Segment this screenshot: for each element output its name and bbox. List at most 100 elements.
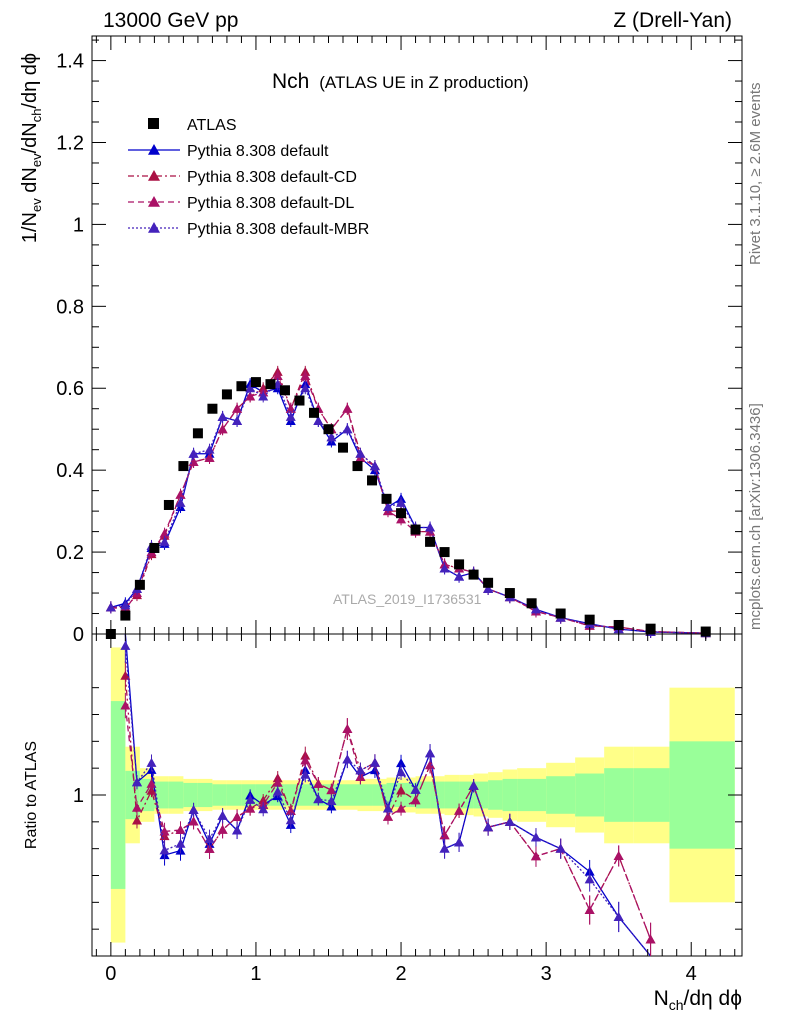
ratio-point-dotted: [232, 825, 243, 835]
ratio-panel: 1: [73, 633, 743, 957]
y-tick-label: 1: [73, 214, 84, 236]
ratio-point-dotted: [131, 777, 142, 787]
data-point: [454, 559, 465, 570]
data-point: [338, 442, 349, 453]
data-point: [207, 403, 218, 414]
ratio-point-dashed: [272, 777, 283, 787]
ratio-point-dotted: [204, 833, 215, 843]
x-tick-label: 4: [686, 963, 697, 985]
ratio-point-dashed: [382, 811, 393, 821]
ratio-point-dotted: [159, 845, 170, 855]
ratio-point-dotted: [584, 874, 595, 884]
ratio-point-solid: [396, 758, 407, 768]
ratio-point-dotted: [355, 765, 366, 775]
series-point-dotted: [355, 448, 366, 458]
ratio-band-inner: [284, 784, 300, 806]
series-point-dotted: [188, 448, 199, 458]
ratio-point-dashdot: [396, 785, 407, 795]
data-point: [163, 499, 174, 510]
ratio-band-inner: [197, 782, 213, 808]
x-tick-label: 2: [395, 963, 406, 985]
main-panel: 0 0.2 0.4 0.6 0.8 1 1.2 1.4: [56, 35, 743, 646]
ratio-point-dashed: [131, 802, 142, 812]
legend-marker-triangle: [148, 144, 160, 155]
y-tick-label: 0.6: [56, 378, 84, 400]
series-point-dotted: [530, 604, 541, 614]
series-point-dotted: [159, 536, 170, 546]
series-point-dotted: [326, 432, 337, 442]
ratio-band-inner: [575, 773, 605, 817]
data-point: [584, 614, 595, 625]
ratio-band-inner: [444, 781, 460, 809]
data-point: [613, 619, 624, 630]
ratio-band-inner: [604, 768, 634, 822]
ratio-band-inner: [430, 781, 445, 809]
ratio-band-inner: [546, 776, 576, 814]
legend-marker-square: [148, 118, 159, 129]
data-point: [468, 569, 479, 580]
plot-title-sub: (ATLAS UE in Z production): [319, 73, 528, 92]
ratio-point-dotted: [439, 843, 450, 853]
plot-title: Nch (ATLAS UE in Z production): [272, 70, 529, 93]
ratio-point-dashed: [232, 811, 243, 821]
ratio-point-dotted: [468, 780, 479, 790]
data-point: [192, 428, 203, 439]
data-point: [294, 395, 305, 406]
ratio-point-dashed: [146, 778, 157, 788]
series-point-dashed: [232, 403, 243, 413]
ratio-point-dashdot: [120, 670, 131, 680]
series-point-dashed: [300, 370, 311, 380]
series-point-dotted: [258, 391, 269, 401]
data-point: [221, 389, 232, 400]
x-axis-label: Nch/dη dϕ: [654, 987, 742, 1013]
ratio-band-inner: [517, 778, 547, 812]
y-tick-label: 0.4: [56, 460, 84, 482]
series-point-dotted: [285, 411, 296, 421]
series-point-dotted: [217, 411, 228, 421]
ratio-point-dotted: [272, 786, 283, 796]
data-point: [555, 608, 566, 619]
x-tick-label: 0: [105, 963, 116, 985]
ratio-point-dotted: [382, 803, 393, 813]
x-tick-label: 1: [250, 963, 261, 985]
ratio-y-tick-label: 1: [73, 785, 84, 807]
ratio-point-dotted: [326, 796, 337, 806]
header-left: 13000 GeV pp: [103, 9, 238, 32]
ratio-point-dashed: [313, 778, 324, 788]
data-point: [425, 536, 436, 547]
series-point-dotted: [439, 563, 450, 573]
series-point-dashed: [175, 489, 186, 499]
ratio-point-dotted: [120, 640, 131, 650]
y-axis-label: 1/Nev dNev/dNch/dη dϕ: [19, 53, 44, 243]
data-point: [367, 475, 378, 486]
ratio-band-inner: [488, 780, 503, 810]
ratio-point-dashed: [245, 803, 256, 813]
ratio-point-dotted: [342, 754, 353, 764]
side-text-rivet: Rivet 3.1.10, ≥ 2.6M events: [747, 83, 764, 266]
ratio-point-dotted: [245, 794, 256, 804]
series-point-dotted: [382, 502, 393, 512]
ratio-point-dotted: [258, 804, 269, 814]
data-point: [236, 381, 247, 392]
watermark: ATLAS_2019_I1736531: [333, 591, 482, 607]
x-tick-label: 3: [541, 963, 552, 985]
series-point-dotted: [175, 497, 186, 507]
series-point-dotted: [313, 416, 324, 426]
ratio-point-dashed: [326, 785, 337, 795]
data-point: [410, 524, 421, 535]
series-point-dotted: [342, 424, 353, 434]
ratio-point-dotted: [369, 757, 380, 767]
ratio-point-dotted: [454, 837, 465, 847]
series-point-dashed: [217, 424, 228, 434]
ratio-point-dotted: [175, 838, 186, 848]
data-point: [120, 610, 131, 621]
series-point-dotted: [300, 383, 311, 393]
ratio-point-dotted: [425, 748, 436, 758]
ratio-point-dotted: [313, 794, 324, 804]
ratio-band-inner: [154, 781, 169, 809]
ratio-y-label: Ratio to ATLAS: [23, 741, 40, 849]
y-tick-label: 1.2: [56, 132, 84, 154]
legend-label: ATLAS: [187, 117, 237, 134]
ratio-point-dashed: [204, 843, 215, 853]
ratio-point-dashed: [645, 934, 656, 944]
